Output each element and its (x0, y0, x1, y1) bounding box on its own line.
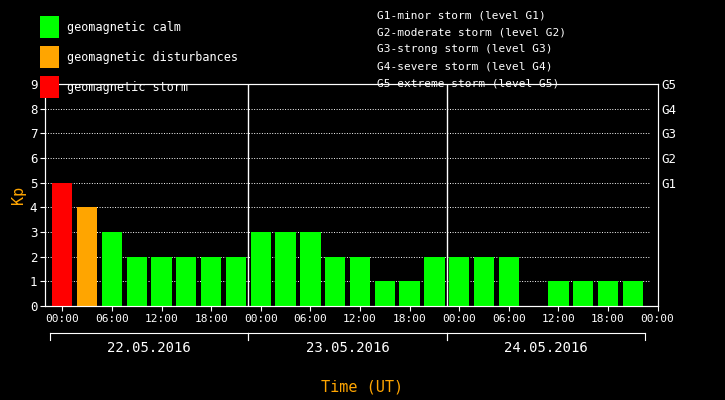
Text: geomagnetic storm: geomagnetic storm (67, 80, 188, 94)
Bar (300, 232, 320, 306)
Bar (548, 281, 568, 306)
Bar (176, 257, 196, 306)
Text: G1-minor storm (level G1): G1-minor storm (level G1) (377, 10, 546, 20)
Text: 22.05.2016: 22.05.2016 (107, 341, 191, 355)
Bar (52, 183, 72, 306)
Bar (598, 281, 618, 306)
Text: G5-extreme storm (level G5): G5-extreme storm (level G5) (377, 79, 559, 89)
Text: geomagnetic disturbances: geomagnetic disturbances (67, 50, 239, 64)
Bar (449, 257, 469, 306)
Text: Time (UT): Time (UT) (321, 379, 404, 394)
Bar (375, 281, 395, 306)
Bar (152, 257, 172, 306)
Text: 23.05.2016: 23.05.2016 (306, 341, 389, 355)
Bar (225, 257, 246, 306)
Bar (349, 257, 370, 306)
Text: G2-moderate storm (level G2): G2-moderate storm (level G2) (377, 27, 566, 37)
Bar (399, 281, 420, 306)
Bar (127, 257, 147, 306)
Y-axis label: Kp: Kp (11, 186, 25, 204)
Text: G4-severe storm (level G4): G4-severe storm (level G4) (377, 62, 552, 72)
Text: 24.05.2016: 24.05.2016 (504, 341, 588, 355)
Bar (201, 257, 221, 306)
Bar (102, 232, 122, 306)
Bar (77, 207, 97, 306)
Bar (251, 232, 271, 306)
Text: geomagnetic calm: geomagnetic calm (67, 20, 181, 34)
Bar (276, 232, 296, 306)
Bar (573, 281, 593, 306)
Bar (623, 281, 643, 306)
Bar (499, 257, 519, 306)
Bar (424, 257, 444, 306)
Bar (325, 257, 345, 306)
Text: G3-strong storm (level G3): G3-strong storm (level G3) (377, 44, 552, 54)
Bar (474, 257, 494, 306)
